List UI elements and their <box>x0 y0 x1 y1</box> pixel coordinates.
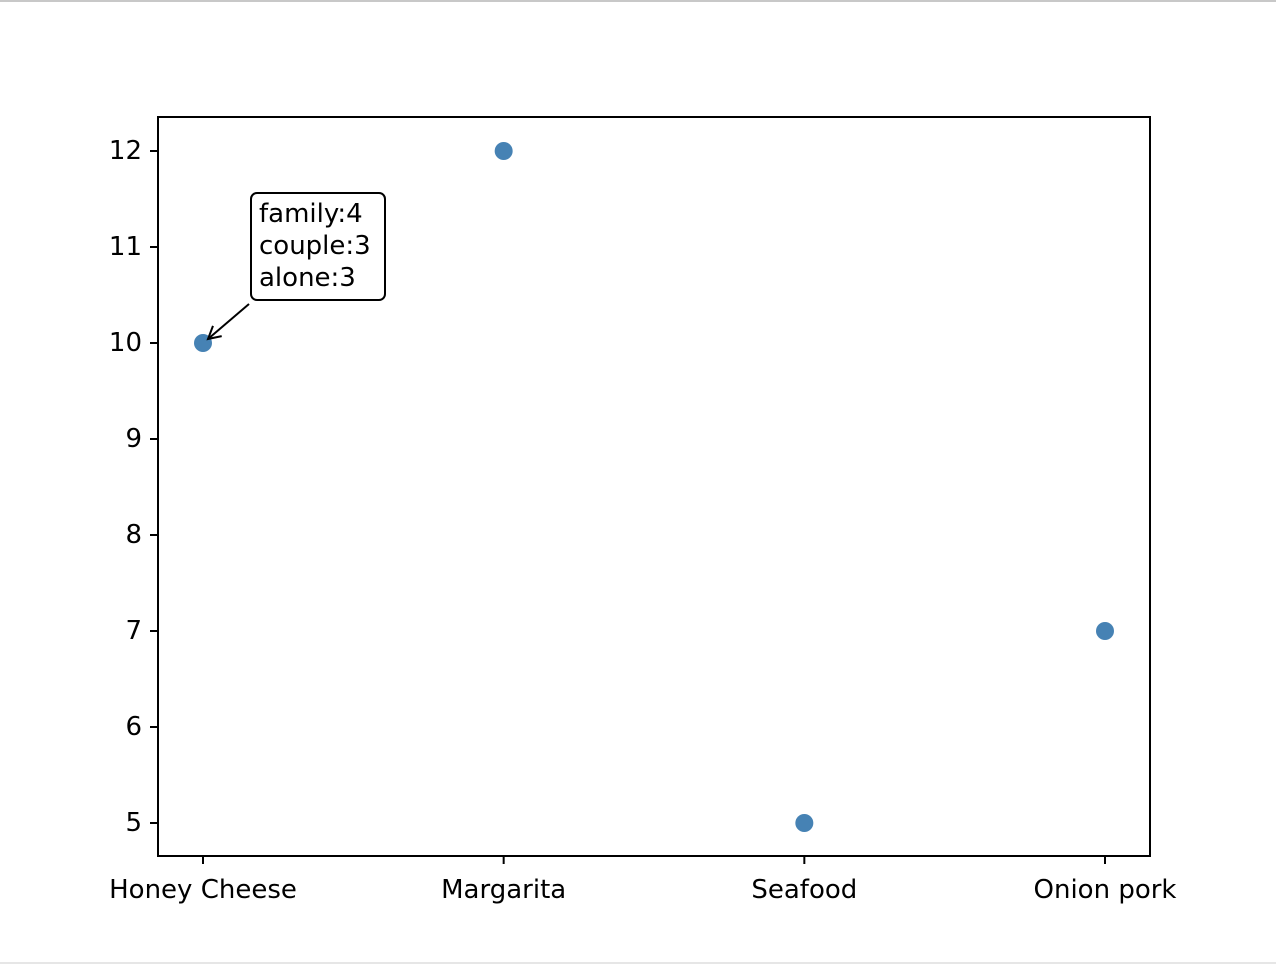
annotation-line: family:4 <box>259 199 363 229</box>
plot-area-frame <box>157 116 1151 857</box>
data-point <box>795 814 814 832</box>
y-tick-label: 7 <box>125 616 142 646</box>
y-tick-label: 12 <box>109 136 142 166</box>
annotation-arrow <box>207 303 250 340</box>
data-point <box>494 142 513 160</box>
page-top-border <box>0 0 1276 2</box>
annotation: family:4 couple:3 alone:3 <box>206 192 386 341</box>
y-tick-label: 9 <box>125 424 142 454</box>
x-tick-label: Onion pork <box>1034 875 1177 905</box>
x-tick-label: Margarita <box>441 875 566 905</box>
y-tick-label: 8 <box>125 520 142 550</box>
page-bottom-border <box>0 962 1276 964</box>
data-point <box>1096 622 1114 640</box>
annotation-line: couple:3 <box>259 231 371 261</box>
annotation-arrowhead <box>206 325 222 341</box>
x-axis: Honey Cheese Margarita Seafood Onion pork <box>109 856 1176 905</box>
y-tick-label: 6 <box>125 712 142 742</box>
annotation-line: alone:3 <box>259 263 356 293</box>
annotation-box <box>250 192 386 301</box>
y-tick-label: 10 <box>109 328 142 358</box>
y-tick-label: 5 <box>125 808 142 838</box>
x-tick-label: Honey Cheese <box>109 875 297 905</box>
x-tick-label: Seafood <box>751 875 857 905</box>
y-axis: 5 6 7 8 9 10 11 12 <box>109 136 158 838</box>
y-tick-label: 11 <box>109 232 142 262</box>
